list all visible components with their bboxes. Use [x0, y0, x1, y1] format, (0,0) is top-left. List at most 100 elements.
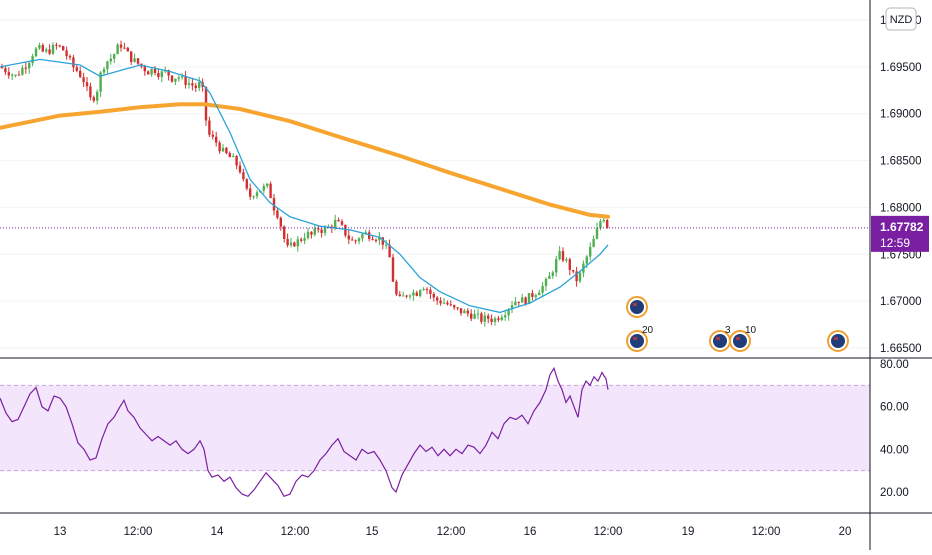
candle-body	[14, 74, 17, 76]
candle-body	[34, 48, 38, 57]
candle-body	[51, 44, 55, 54]
candle-body	[374, 239, 378, 241]
event-marker[interactable]	[626, 296, 648, 318]
y-tick-label: 1.69000	[880, 109, 922, 121]
candle-body	[429, 289, 432, 294]
candle-body	[334, 219, 337, 228]
candle-body	[436, 297, 439, 301]
flag-cross	[632, 336, 638, 341]
candle-body	[252, 196, 255, 198]
x-tick-label: 14	[211, 526, 224, 538]
event-count: 10	[745, 325, 757, 336]
candle-body	[55, 44, 58, 46]
candle-body	[347, 235, 350, 240]
event-marker[interactable]: 3	[709, 325, 731, 352]
y-tick-label: 1.67000	[880, 296, 922, 308]
economic-events[interactable]: 20 3 10	[626, 296, 849, 352]
candle-body	[119, 44, 123, 48]
candle-body	[38, 45, 41, 49]
candle-body	[157, 72, 160, 78]
event-count: 3	[725, 325, 731, 336]
candle-body	[7, 72, 10, 76]
candle-body	[276, 210, 279, 218]
candle-body	[388, 244, 391, 258]
candle-body	[48, 49, 51, 54]
candle-body	[442, 302, 446, 304]
flag-cross	[735, 336, 741, 341]
candle-body	[126, 47, 129, 52]
price-tag-box	[871, 215, 929, 252]
candle-body	[395, 281, 398, 295]
currency-badge-label: NZD	[890, 14, 913, 26]
candle-body	[31, 56, 34, 64]
x-tick-label: 12:00	[437, 526, 466, 538]
candle-body	[368, 232, 371, 239]
candle-body	[466, 310, 469, 314]
currency-badge-box	[885, 7, 917, 31]
candle-body	[337, 219, 340, 222]
candle-body	[72, 57, 75, 68]
event-marker[interactable]	[827, 330, 849, 352]
candle-body	[340, 221, 344, 225]
candle-body	[187, 83, 191, 85]
flag-cross	[833, 336, 839, 341]
currency-badge[interactable]: NZD	[885, 7, 917, 31]
event-marker[interactable]: 10	[729, 325, 757, 352]
candle-body	[279, 217, 282, 227]
flag-icon	[630, 300, 644, 314]
candle-body	[208, 120, 211, 135]
candle-body	[599, 221, 602, 229]
candle-body	[177, 77, 180, 79]
x-tick-label: 13	[54, 526, 67, 538]
event-count: 20	[642, 325, 654, 336]
candle-body	[538, 292, 541, 296]
candle-body	[143, 66, 146, 72]
ma-long-line	[0, 102, 610, 219]
rsi-axis[interactable]: 80.00 60.00 40.00 20.00	[880, 359, 909, 499]
candle-body	[449, 304, 452, 306]
candle-body	[354, 240, 357, 242]
candle-body	[191, 83, 194, 86]
candle-body	[578, 272, 582, 282]
rsi-panel[interactable]	[0, 366, 870, 498]
candle-body	[575, 271, 578, 282]
price-axis[interactable]: 1.700001.695001.690001.685001.680001.675…	[880, 15, 922, 355]
candle-body	[221, 147, 225, 152]
candle-body	[463, 310, 466, 314]
candle-body	[470, 313, 473, 319]
candle-body	[425, 289, 429, 291]
candle-body	[459, 308, 463, 314]
candle-body	[174, 78, 177, 82]
candle-body	[357, 238, 361, 242]
candle-body	[4, 68, 7, 73]
candle-body	[123, 47, 126, 49]
candle-body	[255, 192, 259, 197]
event-marker[interactable]: 20	[626, 325, 654, 352]
last-price-tag: 1.67782 12:59	[871, 215, 929, 252]
candle-body	[419, 290, 422, 296]
candle-body	[500, 317, 503, 320]
flag-icon	[831, 334, 845, 348]
y-tick-label: 1.66500	[880, 343, 922, 355]
candle-body	[595, 228, 599, 239]
candle-body	[531, 293, 534, 297]
candle-body	[102, 69, 106, 73]
candle-body	[405, 295, 408, 297]
candle-body	[592, 238, 595, 248]
candle-body	[548, 275, 551, 279]
candle-body	[167, 70, 170, 76]
candle-body	[79, 70, 82, 78]
ma-short-line	[0, 58, 609, 314]
candle-body	[487, 315, 490, 319]
candle-body	[249, 188, 252, 197]
time-axis[interactable]: 13 12:00 14 12:00 15 12:00 16 12:00 19 12:00 20	[54, 526, 852, 538]
candle-body	[408, 295, 412, 297]
y-tick-label: 1.69500	[880, 62, 922, 74]
candle-body	[153, 68, 157, 73]
candle-body	[194, 85, 197, 89]
candle-body	[497, 318, 500, 320]
candle-body	[541, 285, 544, 293]
